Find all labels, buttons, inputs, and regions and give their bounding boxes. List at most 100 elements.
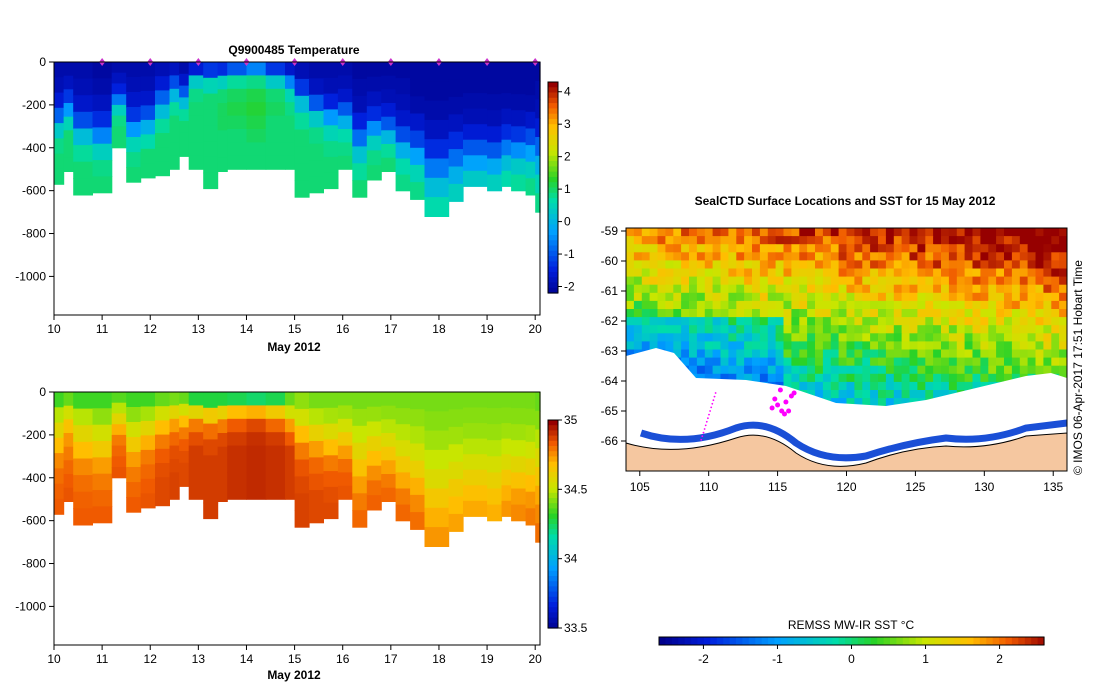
profile-cell <box>54 468 65 485</box>
sst-cell <box>799 357 808 367</box>
profile-cell <box>352 129 368 147</box>
sst-cell <box>925 349 934 359</box>
profile-cell <box>424 449 450 470</box>
sst-colorbar-step <box>877 637 885 645</box>
sst-cell <box>775 317 784 326</box>
profile-cell <box>54 483 65 500</box>
profile-cell <box>73 95 93 113</box>
profile-cell <box>525 458 536 476</box>
profile-cell <box>487 142 503 160</box>
sst-cell <box>956 373 966 383</box>
profile-cell <box>92 94 113 112</box>
colorbar-step <box>548 607 558 613</box>
temperature-x-axis: 10 11 12 13 14 15 16 17 18 19 20 <box>47 315 542 336</box>
sst-cell <box>783 317 792 326</box>
colorbar-tick-label: 35 <box>564 413 578 427</box>
sst-cell <box>846 349 855 359</box>
colorbar-tick-label: 0 <box>564 215 571 229</box>
sst-cell <box>815 276 824 286</box>
sst-cell <box>775 276 784 286</box>
profile-cell <box>73 508 93 526</box>
sst-cell <box>830 228 840 237</box>
sst-cell <box>633 341 643 350</box>
sst-cell <box>901 236 910 245</box>
sst-cell <box>720 236 729 245</box>
profile-cell <box>381 157 397 172</box>
sst-cell <box>893 300 903 310</box>
sst-cell <box>1011 284 1021 294</box>
sst-cell <box>815 333 824 342</box>
sst-cell <box>1043 357 1052 367</box>
profile-cell <box>246 102 267 117</box>
sst-cell <box>633 317 643 326</box>
profile-cell <box>323 455 339 472</box>
profile-cell <box>535 523 541 543</box>
profile-cell <box>54 422 65 439</box>
sst-cell <box>626 244 635 253</box>
profile-cell <box>111 424 127 436</box>
profile-cell <box>217 419 228 434</box>
sst-cell <box>1043 268 1052 278</box>
sst-cell <box>838 309 847 318</box>
sst-cell <box>728 309 737 318</box>
sst-cell <box>885 325 895 334</box>
sst-cell <box>807 268 816 278</box>
profile-cell <box>285 88 296 103</box>
profile-cell <box>463 454 488 471</box>
sst-cell <box>783 252 792 261</box>
profile-cell <box>169 392 180 406</box>
sst-cell <box>885 276 895 286</box>
sst-cell <box>854 317 863 326</box>
sst-cell <box>822 244 832 253</box>
sst-cell <box>933 276 942 286</box>
profile-cell <box>140 449 156 465</box>
sst-cell <box>822 284 832 294</box>
colorbar-step <box>548 182 558 189</box>
sst-cell <box>838 236 847 245</box>
sst-cell <box>728 365 737 375</box>
profile-cell <box>511 488 527 506</box>
sst-cell <box>822 300 832 310</box>
sst-cell <box>704 309 714 318</box>
sst-cell <box>728 349 737 359</box>
profile-cell <box>366 135 382 151</box>
sst-cell <box>696 317 706 326</box>
sst-cell <box>862 228 871 237</box>
y-tick-label: -200 <box>22 98 46 112</box>
sst-cell <box>988 300 997 310</box>
sst-cell <box>626 236 635 245</box>
profile-cell <box>535 155 541 176</box>
x-tick-label: 15 <box>288 652 302 666</box>
profile-cell <box>217 460 228 475</box>
sst-cell <box>657 300 666 310</box>
sst-cell <box>964 300 973 310</box>
sst-cell <box>696 268 706 278</box>
sst-cell <box>720 333 729 342</box>
sst-cell <box>838 252 847 261</box>
sst-cell <box>878 390 887 399</box>
profile-cell <box>169 129 180 143</box>
salinity-heatmap <box>54 392 541 547</box>
sst-cell <box>767 300 777 310</box>
profile-cell <box>265 445 286 460</box>
sst-cell <box>775 349 784 359</box>
x-tick-label: 20 <box>529 652 543 666</box>
profile-cell <box>203 439 219 456</box>
temperature-chart-title: Q9900485 Temperature <box>228 43 360 57</box>
sst-cell <box>744 260 753 269</box>
sst-cell <box>996 268 1005 278</box>
sst-cell <box>901 349 910 359</box>
sst-cell <box>633 325 643 334</box>
sst-cell <box>1019 284 1029 294</box>
sst-cell <box>641 244 651 253</box>
sst-cell <box>1019 341 1029 350</box>
sst-cell <box>689 276 698 286</box>
sst-cell <box>696 236 706 245</box>
profile-cell <box>309 506 324 524</box>
sst-cell <box>633 300 643 310</box>
sst-cell <box>775 252 784 261</box>
profile-cell <box>323 392 339 409</box>
profile-cell <box>381 116 397 131</box>
profile-cell <box>525 161 536 179</box>
profile-cell <box>63 75 74 90</box>
